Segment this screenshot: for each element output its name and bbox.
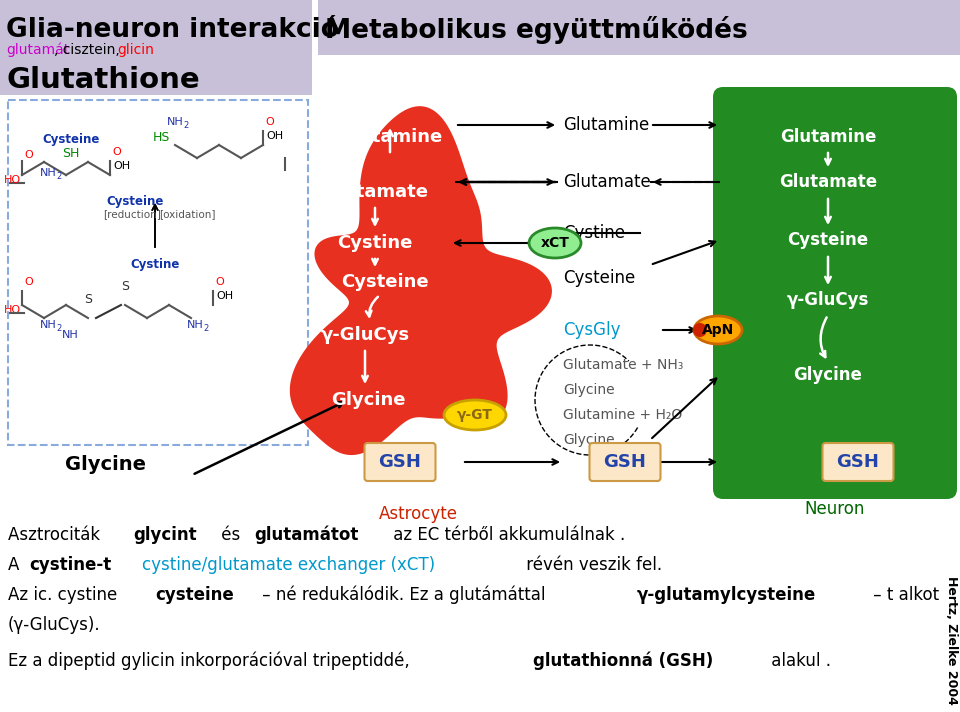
Text: HO: HO	[4, 305, 21, 315]
Ellipse shape	[693, 323, 707, 337]
FancyBboxPatch shape	[589, 443, 660, 481]
Text: OH: OH	[216, 291, 233, 301]
Text: – né redukálódik. Ez a glutámáttal: – né redukálódik. Ez a glutámáttal	[257, 586, 551, 604]
Ellipse shape	[529, 228, 581, 258]
Text: O: O	[24, 277, 33, 287]
Text: NH: NH	[40, 320, 57, 330]
Text: Cysteine: Cysteine	[42, 133, 100, 146]
Text: 2: 2	[56, 324, 61, 333]
Text: O: O	[24, 150, 33, 160]
Text: GSH: GSH	[836, 453, 879, 471]
Text: S: S	[84, 293, 92, 306]
Text: 2: 2	[203, 324, 208, 333]
FancyBboxPatch shape	[8, 100, 308, 445]
Text: O: O	[265, 117, 274, 127]
Text: az EC térből akkumulálnak .: az EC térből akkumulálnak .	[389, 526, 626, 544]
Text: γ-GluCys: γ-GluCys	[321, 326, 410, 344]
Text: révén veszik fel.: révén veszik fel.	[520, 556, 661, 574]
Text: A: A	[8, 556, 25, 574]
Text: Cystine: Cystine	[563, 224, 625, 242]
Text: Cysteine: Cysteine	[563, 269, 636, 287]
Text: Glycine: Glycine	[563, 433, 614, 447]
Text: xCT: xCT	[540, 236, 569, 250]
Text: Metabolikus együttműködés: Metabolikus együttműködés	[325, 16, 748, 44]
Text: γ-glutamylcysteine: γ-glutamylcysteine	[636, 586, 816, 604]
Text: glycint: glycint	[133, 526, 197, 544]
Polygon shape	[290, 106, 552, 455]
Text: Glutathione: Glutathione	[6, 66, 200, 94]
FancyBboxPatch shape	[823, 443, 894, 481]
Text: Cystine: Cystine	[337, 234, 413, 252]
Text: SH: SH	[62, 147, 80, 160]
Text: Glutamine: Glutamine	[338, 128, 443, 146]
Text: S: S	[121, 280, 129, 293]
Text: [oxidation]: [oxidation]	[159, 209, 215, 219]
Text: cystine/glutamate exchanger (xCT): cystine/glutamate exchanger (xCT)	[142, 556, 436, 574]
Text: NH: NH	[187, 320, 204, 330]
Text: Glutamine: Glutamine	[563, 116, 649, 134]
Text: ApN: ApN	[702, 323, 734, 337]
Text: GSH: GSH	[604, 453, 646, 471]
Text: 2: 2	[183, 121, 188, 130]
Text: Astrocyte: Astrocyte	[378, 505, 458, 523]
Text: OH: OH	[113, 161, 131, 171]
Text: cystine-t: cystine-t	[30, 556, 111, 574]
FancyBboxPatch shape	[318, 0, 960, 55]
Text: glutathionná (GSH): glutathionná (GSH)	[533, 652, 713, 671]
Text: és: és	[216, 526, 245, 544]
Text: Cysteine: Cysteine	[107, 195, 164, 208]
Text: γ-GT: γ-GT	[457, 408, 492, 422]
Text: Ez a dipeptid gylicin inkorporációval tripeptiddé,: Ez a dipeptid gylicin inkorporációval tr…	[8, 652, 415, 671]
Text: Glutamate: Glutamate	[322, 183, 428, 201]
Text: glutamátot: glutamátot	[253, 526, 358, 545]
Text: NH: NH	[167, 117, 183, 127]
Text: HS: HS	[153, 131, 170, 144]
Text: Cysteine: Cysteine	[787, 231, 869, 249]
Text: GSH: GSH	[378, 453, 421, 471]
Text: – t alkot: – t alkot	[868, 586, 939, 604]
Text: Glutamate + NH₃: Glutamate + NH₃	[563, 358, 684, 372]
FancyBboxPatch shape	[713, 87, 957, 499]
Text: HO: HO	[4, 175, 21, 185]
Text: glicin: glicin	[117, 43, 154, 57]
Text: Glycine: Glycine	[563, 383, 614, 397]
Text: Glycine: Glycine	[331, 391, 405, 409]
Text: alakul .: alakul .	[766, 652, 830, 670]
Text: γ-GluCys: γ-GluCys	[787, 291, 869, 309]
Text: O: O	[215, 277, 224, 287]
Text: Neuron: Neuron	[804, 500, 865, 518]
Text: Glycine: Glycine	[65, 455, 146, 474]
Text: Glutamate: Glutamate	[563, 173, 651, 191]
FancyBboxPatch shape	[365, 443, 436, 481]
Text: Cysteine: Cysteine	[341, 273, 429, 291]
Text: cysteine: cysteine	[156, 586, 234, 604]
Text: Glutamine: Glutamine	[780, 128, 876, 146]
Text: NH: NH	[40, 168, 57, 178]
Text: CysGly: CysGly	[563, 321, 620, 339]
Text: , cisztein,: , cisztein,	[54, 43, 124, 57]
Text: OH: OH	[266, 131, 283, 141]
Text: glutamát: glutamát	[6, 43, 69, 57]
Text: Cystine: Cystine	[131, 258, 180, 271]
Text: NH: NH	[62, 330, 79, 340]
Text: Asztrociták: Asztrociták	[8, 526, 106, 544]
Text: (γ-GluCys).: (γ-GluCys).	[8, 616, 101, 634]
Text: Az ic. cystine: Az ic. cystine	[8, 586, 123, 604]
Text: Hertz, Zielke 2004: Hertz, Zielke 2004	[946, 575, 958, 704]
Text: 2: 2	[56, 172, 61, 181]
Text: Glia-neuron interakció: Glia-neuron interakció	[6, 17, 339, 43]
Text: O: O	[112, 147, 121, 157]
FancyBboxPatch shape	[0, 0, 312, 95]
Ellipse shape	[694, 316, 742, 344]
Text: [reduction]: [reduction]	[103, 209, 161, 219]
Text: Glycine: Glycine	[794, 366, 862, 384]
Text: Glutamine + H₂O: Glutamine + H₂O	[563, 408, 683, 422]
Text: Glutamate: Glutamate	[779, 173, 877, 191]
Ellipse shape	[444, 400, 506, 430]
